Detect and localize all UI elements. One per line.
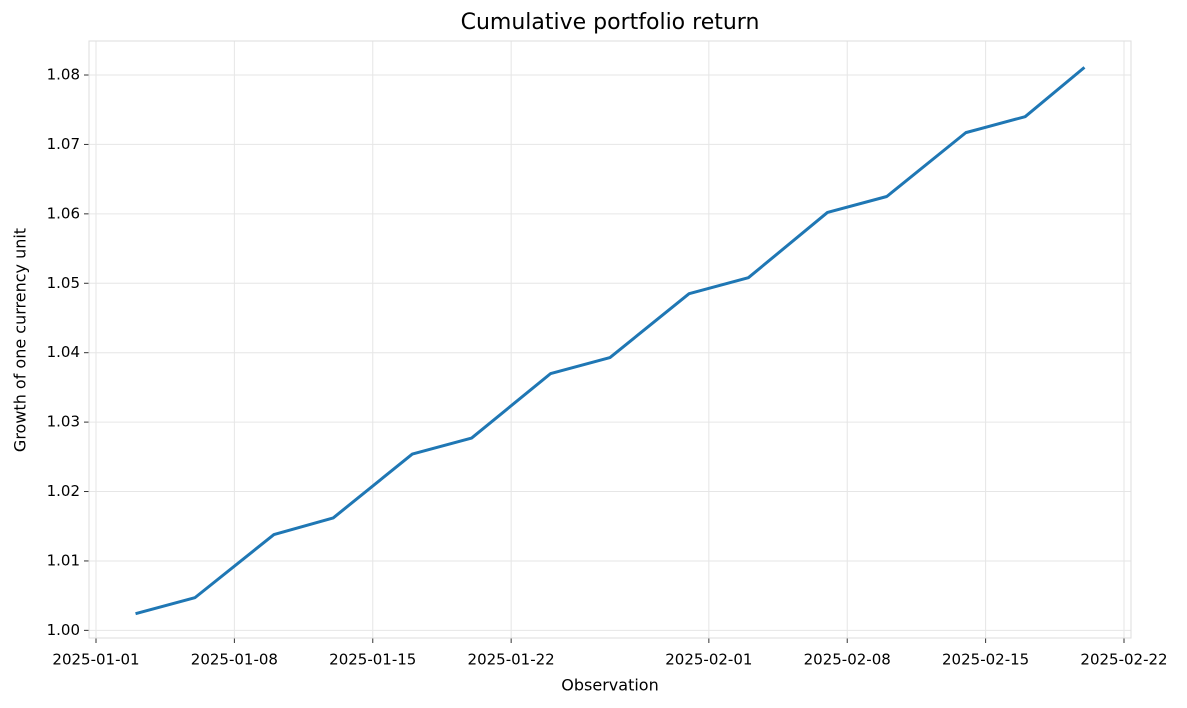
- y-tick-label: 1.04: [47, 343, 80, 361]
- x-tick-label: 2025-01-08: [191, 651, 278, 669]
- y-axis-label: Growth of one currency unit: [11, 228, 30, 452]
- x-axis-label: Observation: [561, 676, 658, 695]
- y-tick-label: 1.01: [47, 551, 80, 569]
- x-tick-label: 2025-02-15: [942, 651, 1029, 669]
- x-tick-label: 2025-01-22: [468, 651, 555, 669]
- x-tick-label: 2025-01-15: [329, 651, 416, 669]
- y-tick-label: 1.06: [47, 204, 80, 222]
- y-tick-label: 1.05: [47, 274, 80, 292]
- chart-title: Cumulative portfolio return: [461, 10, 760, 35]
- y-tick-label: 1.02: [47, 482, 80, 500]
- y-tick-label: 1.07: [47, 135, 80, 153]
- x-tick-label: 2025-02-22: [1080, 651, 1167, 669]
- line-series: [135, 66, 1086, 616]
- y-tick-label: 1.00: [47, 621, 80, 639]
- plot-frame: [88, 40, 1132, 639]
- x-tick-label: 2025-02-08: [804, 651, 891, 669]
- x-tick-label: 2025-01-01: [52, 651, 139, 669]
- y-tick-label: 1.03: [47, 413, 80, 431]
- y-tick-label: 1.08: [47, 66, 80, 84]
- x-tick-label: 2025-02-01: [665, 651, 752, 669]
